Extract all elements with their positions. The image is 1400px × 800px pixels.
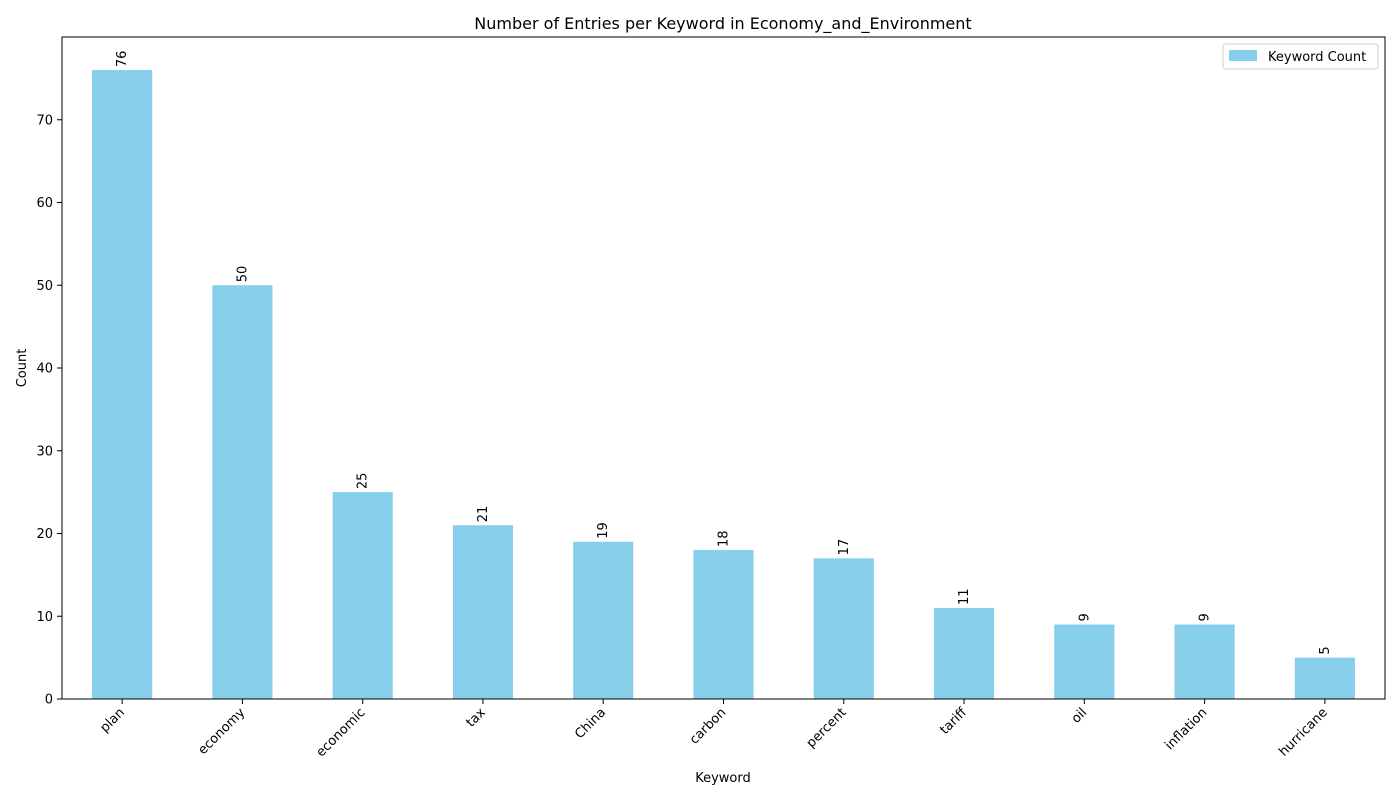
bar: [1294, 657, 1355, 699]
data-label: 21: [476, 506, 491, 523]
data-label: 19: [596, 522, 611, 539]
x-axis-label: Keyword: [695, 771, 751, 786]
bar: [573, 541, 634, 699]
data-label: 9: [1198, 613, 1213, 621]
plot-frame: [61, 36, 1386, 700]
y-tick-label: 30: [36, 444, 53, 459]
legend-box: [1222, 43, 1379, 70]
y-tick-label: 40: [36, 362, 53, 377]
bar: [933, 607, 995, 699]
data-label: 9: [1077, 613, 1092, 621]
data-label: 18: [717, 531, 732, 548]
y-tick-label: 10: [36, 610, 53, 625]
y-tick-label: 60: [36, 196, 53, 211]
plot-area: 010203040506070plan76economy50economic25…: [36, 51, 1355, 760]
bar: [693, 550, 754, 699]
y-axis-label: Count: [15, 349, 30, 388]
bar: [1174, 624, 1235, 699]
legend: Keyword Count: [1222, 43, 1379, 70]
data-label: 76: [115, 51, 130, 68]
bar: [332, 492, 393, 699]
legend-swatch: [1229, 50, 1257, 61]
data-label: 25: [356, 473, 371, 490]
data-label: 11: [957, 588, 972, 605]
bar: [212, 285, 273, 699]
y-tick-label: 0: [45, 693, 53, 708]
legend-label: Keyword Count: [1268, 50, 1366, 65]
y-tick-label: 50: [36, 279, 53, 294]
y-tick-label: 70: [36, 113, 53, 128]
data-label: 5: [1318, 646, 1333, 654]
bar: [92, 70, 153, 700]
bar: [1054, 624, 1115, 699]
y-tick-label: 20: [36, 527, 53, 542]
data-label: 50: [235, 266, 250, 283]
chart-title: Number of Entries per Keyword in Economy…: [474, 14, 971, 34]
bar: [452, 525, 514, 699]
bar: [813, 558, 874, 699]
data-label: 17: [837, 539, 852, 556]
